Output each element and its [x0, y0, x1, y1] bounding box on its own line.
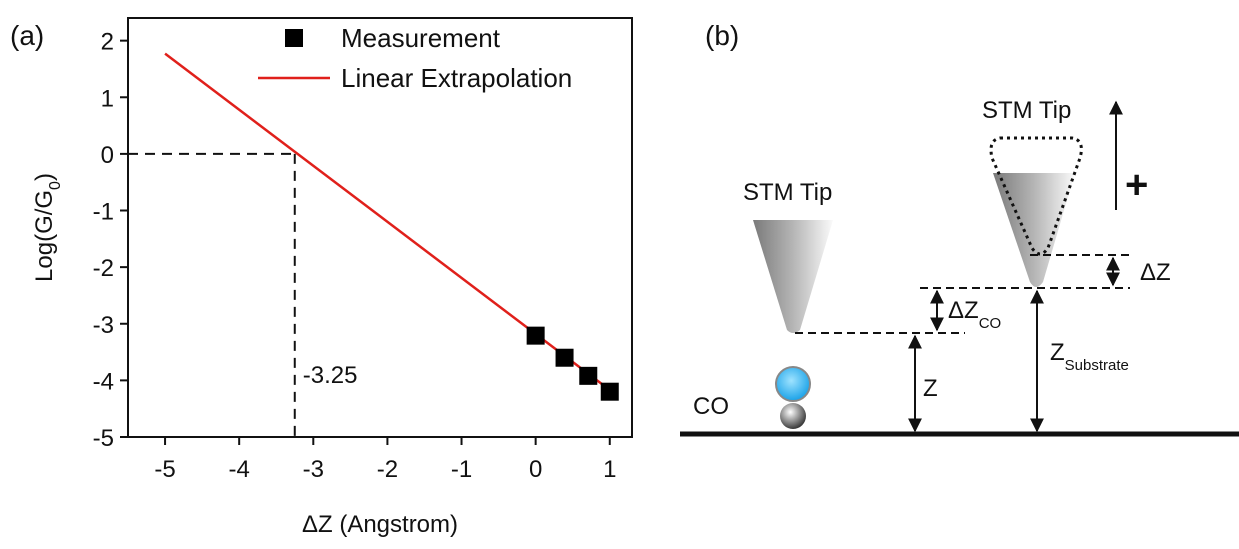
dzco-label: ΔZCO [948, 297, 1001, 332]
x-tick-label: -4 [229, 456, 250, 483]
x-tick-label: -3 [303, 456, 324, 483]
legend-marker [285, 29, 303, 47]
tip [993, 173, 1075, 287]
text: Substrate [1065, 357, 1129, 374]
marker [579, 366, 598, 385]
plus: + [1125, 163, 1148, 207]
z-label: Z [923, 375, 938, 402]
marker [600, 382, 619, 401]
y-tick-label: 1 [101, 85, 114, 112]
text: CO [979, 315, 1002, 332]
x-tick-label: -2 [377, 456, 398, 483]
text: Z [1050, 339, 1065, 366]
legend-label: Linear Extrapolation [341, 63, 572, 93]
y-tick-label: 0 [101, 142, 114, 169]
y-tick-label: -2 [93, 255, 114, 282]
annotation: -3.25 [303, 362, 358, 389]
dz-label: ΔZ [1140, 259, 1171, 286]
tip-outline [989, 136, 1083, 256]
co-label: CO [693, 393, 729, 420]
y-tick-label: -4 [93, 368, 114, 395]
y-axis-label: Log(G/G0) [31, 173, 64, 282]
panel-label: (a) [10, 20, 44, 51]
marker [555, 348, 574, 367]
y-axis-label-part: ) [31, 173, 58, 181]
x-tick-label: 1 [603, 456, 616, 483]
y-axis-label-part: 0 [47, 181, 64, 190]
tip-label: STM Tip [982, 97, 1071, 124]
y-tick-label: 2 [101, 29, 114, 56]
oxygen [775, 366, 811, 402]
y-tick-label: -1 [93, 199, 114, 226]
marker [526, 326, 545, 345]
diagram: STM Tip STM Tip + ΔZ ΔZCO ZSubstrate Z C… [680, 97, 1239, 437]
tip [753, 220, 833, 333]
plot-frame [127, 17, 633, 438]
y-axis-label-part: Log(G/G [31, 190, 58, 282]
x-tick-label: -5 [154, 456, 175, 483]
zsub-label: ZSubstrate [1050, 339, 1129, 374]
x-tick-label: 0 [529, 456, 542, 483]
y-tick-label: -5 [93, 425, 114, 452]
tip-label: STM Tip [743, 179, 832, 206]
x-axis-label: ΔZ (Angstrom) [302, 511, 458, 538]
x-tick-label: -1 [451, 456, 472, 483]
y-tick-label: -3 [93, 312, 114, 339]
text: ΔZ [948, 297, 979, 324]
legend-label: Measurement [341, 23, 501, 53]
carbon [780, 403, 806, 429]
panel-label: (b) [705, 20, 739, 51]
